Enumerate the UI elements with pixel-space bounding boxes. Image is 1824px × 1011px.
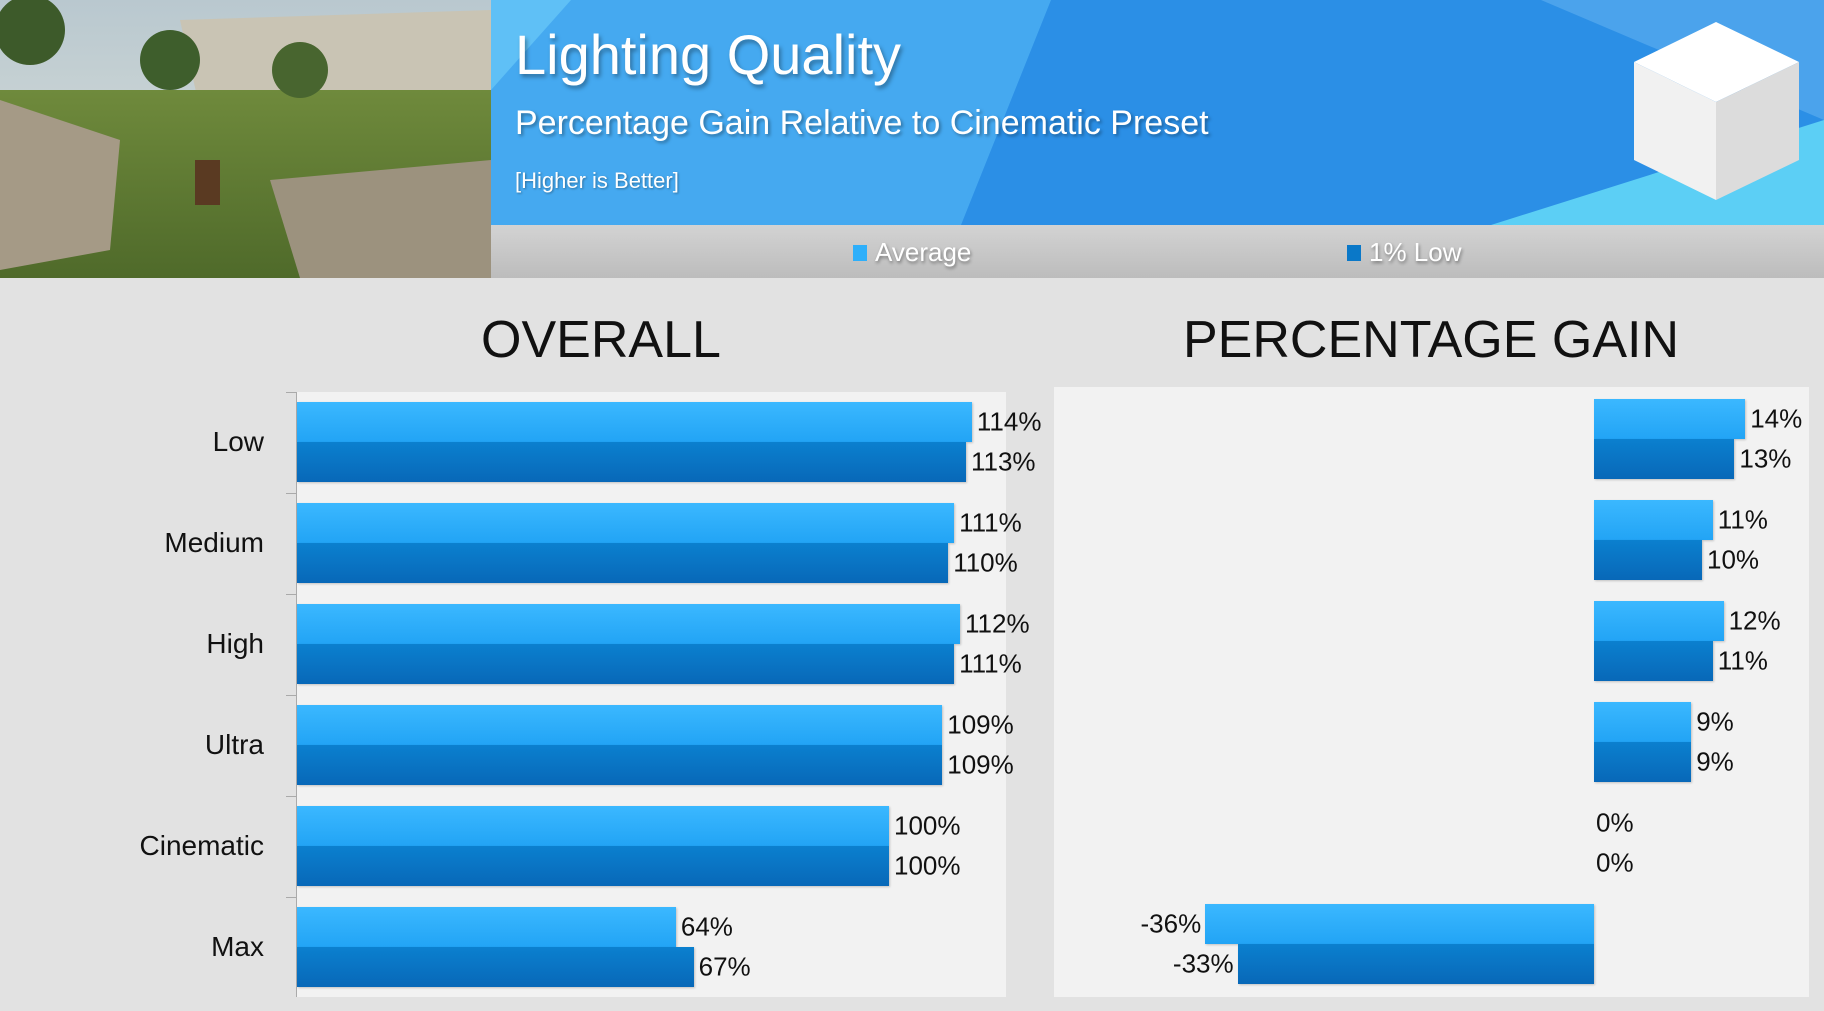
legend-swatch-average	[853, 244, 867, 261]
overall-value-label-1pct-low-max: 67%	[698, 951, 751, 982]
gain-value-label-average-medium: 11%	[1717, 504, 1768, 535]
gain-bar-1pct-low-medium	[1594, 540, 1702, 580]
percentage-gain-heading: PERCENTAGE GAIN	[1182, 311, 1680, 369]
chart-note: [Higher is Better]	[515, 168, 679, 193]
overall-value-label-1pct-low-high: 111%	[959, 648, 1022, 679]
axis-tick	[286, 594, 296, 595]
gain-bar-1pct-low-low	[1594, 439, 1735, 479]
legend: Average 1% Low	[491, 225, 1824, 278]
overall-bar-1pct-low-cinematic	[297, 846, 889, 886]
overall-bar-1pct-low-ultra	[297, 745, 943, 785]
gain-value-label-average-low: 14%	[1750, 403, 1803, 434]
category-label-ultra: Ultra	[204, 729, 264, 760]
overall-bar-1pct-low-high	[297, 644, 955, 684]
overall-bar-1pct-low-low	[297, 442, 966, 482]
overall-bar-average-cinematic	[297, 806, 889, 846]
axis-tick	[286, 695, 296, 696]
title-banner: Lighting Quality Percentage Gain Relativ…	[491, 0, 1824, 225]
category-label-cinematic: Cinematic	[139, 830, 264, 861]
overall-value-label-average-cinematic: 100%	[894, 810, 961, 841]
overall-bar-1pct-low-medium	[297, 543, 949, 583]
legend-swatch-1pct-low	[1347, 244, 1361, 261]
overall-heading: OVERALL	[481, 311, 721, 369]
gain-value-label-1pct-low-low: 13%	[1739, 443, 1792, 474]
overall-plot-area	[297, 392, 1006, 997]
category-label-medium: Medium	[164, 527, 264, 558]
gain-value-label-1pct-low-max: -33%	[1172, 948, 1234, 979]
overall-value-label-average-max: 64%	[680, 911, 733, 942]
percentage-gain-plot-area	[1054, 387, 1809, 997]
axis-tick	[286, 796, 296, 797]
category-label-max: Max	[211, 931, 264, 962]
gain-value-label-1pct-low-medium: 10%	[1707, 544, 1760, 575]
overall-value-label-average-medium: 111%	[959, 507, 1022, 538]
gain-bar-average-low	[1594, 399, 1746, 439]
gain-value-label-average-ultra: 9%	[1696, 706, 1734, 737]
gain-value-label-1pct-low-ultra: 9%	[1696, 746, 1734, 777]
overall-value-label-1pct-low-ultra: 109%	[947, 749, 1014, 780]
overall-value-label-average-low: 114%	[976, 406, 1042, 437]
gain-bar-1pct-low-max	[1237, 944, 1594, 984]
overall-bar-average-low	[297, 402, 972, 442]
gain-bar-1pct-low-high	[1594, 641, 1713, 681]
overall-bar-average-medium	[297, 503, 955, 543]
overall-bar-average-high	[297, 604, 961, 644]
cube-logo-icon	[1634, 22, 1799, 200]
axis-tick	[286, 392, 296, 393]
gain-value-label-average-cinematic: 0%	[1596, 807, 1634, 838]
gain-bar-average-ultra	[1594, 702, 1692, 742]
game-screenshot-thumbnail	[0, 0, 491, 278]
gain-value-label-1pct-low-cinematic: 0%	[1596, 847, 1634, 878]
gain-value-label-1pct-low-high: 11%	[1717, 645, 1768, 676]
gain-bar-average-high	[1594, 601, 1724, 641]
overall-bar-average-ultra	[297, 705, 943, 745]
legend-item-1pct-low: 1% Low	[1347, 237, 1462, 268]
gain-value-label-average-max: -36%	[1140, 908, 1202, 939]
category-label-low: Low	[212, 426, 264, 457]
chart-subtitle: Percentage Gain Relative to Cinematic Pr…	[515, 104, 1209, 142]
legend-label-1pct-low: 1% Low	[1369, 237, 1462, 267]
legend-label-average: Average	[875, 237, 972, 267]
gain-value-label-average-high: 12%	[1728, 605, 1781, 636]
overall-value-label-1pct-low-medium: 110%	[953, 547, 1018, 578]
gain-bar-average-medium	[1594, 500, 1713, 540]
legend-item-average: Average	[853, 237, 971, 268]
category-label-high: High	[206, 628, 264, 659]
axis-tick	[286, 897, 296, 898]
gain-bar-1pct-low-ultra	[1594, 742, 1692, 782]
chart-title: Lighting Quality	[515, 23, 902, 86]
overall-value-label-1pct-low-low: 113%	[970, 446, 1036, 477]
axis-tick	[286, 493, 296, 494]
overall-bar-1pct-low-max	[297, 947, 694, 987]
overall-y-axis	[296, 392, 297, 997]
gain-bar-average-max	[1205, 904, 1594, 944]
overall-value-label-1pct-low-cinematic: 100%	[894, 850, 961, 881]
overall-bar-average-max	[297, 907, 676, 947]
overall-value-label-average-high: 112%	[965, 608, 1030, 639]
overall-value-label-average-ultra: 109%	[947, 709, 1014, 740]
